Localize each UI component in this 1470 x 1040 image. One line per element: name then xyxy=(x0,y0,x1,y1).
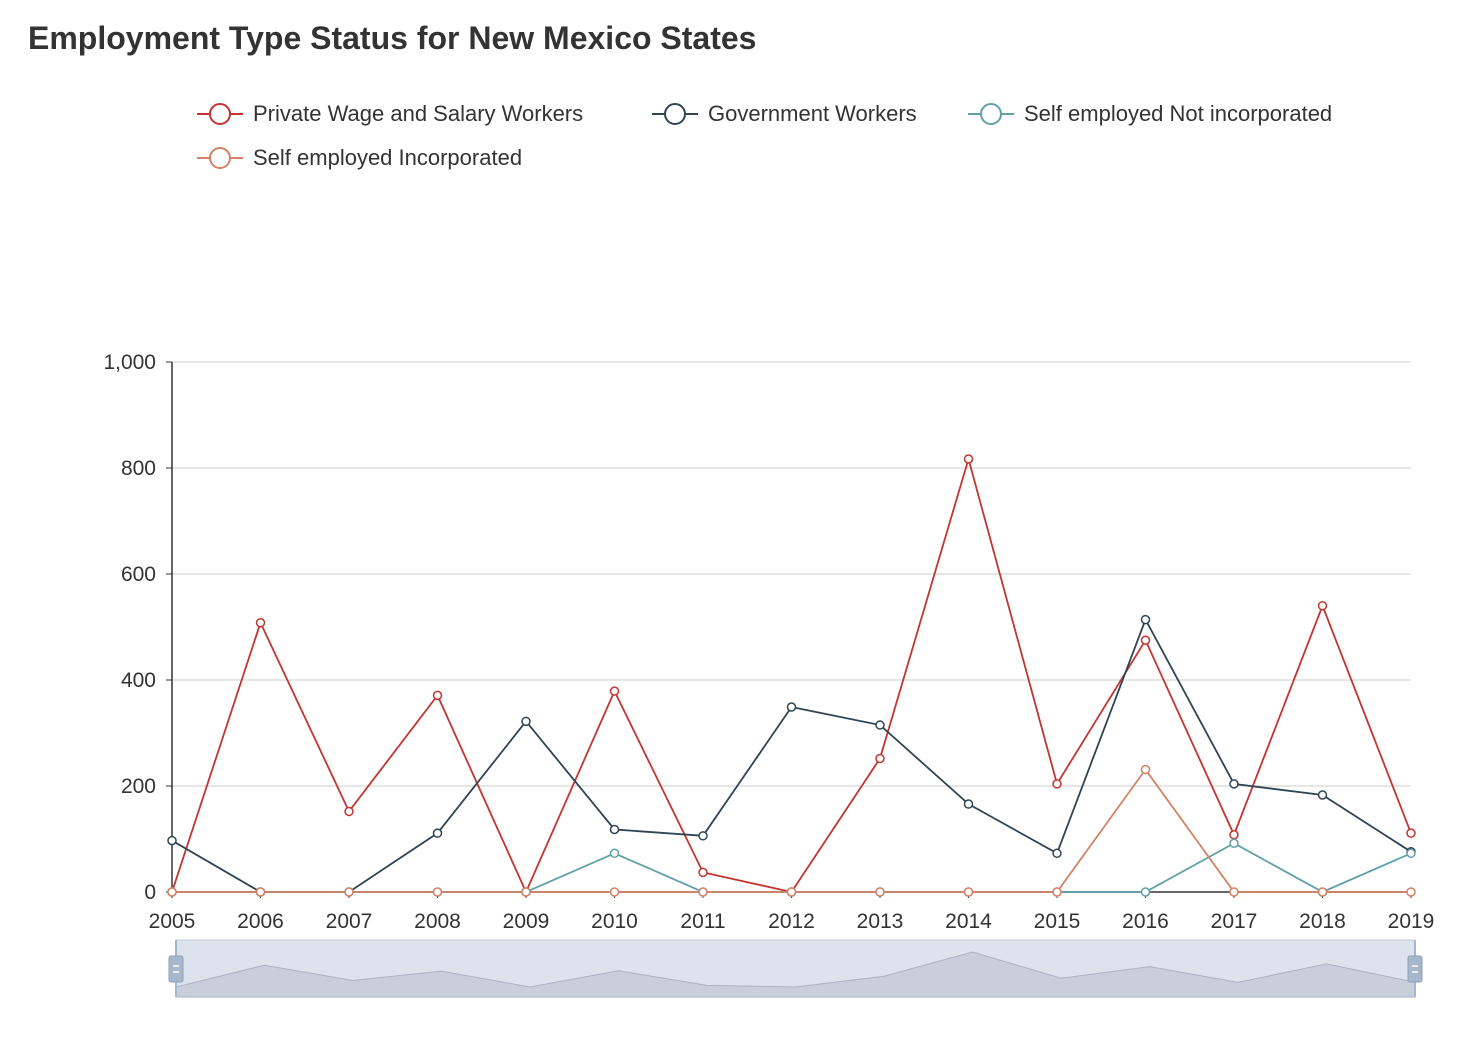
data-point[interactable] xyxy=(344,887,354,897)
legend-item-private-wage[interactable]: Private Wage and Salary Workers xyxy=(195,96,583,132)
chart-title: Employment Type Status for New Mexico St… xyxy=(28,20,757,56)
series-line xyxy=(172,768,1411,893)
slider-handle-right[interactable] xyxy=(1407,955,1423,983)
legend-item-self-not-incorporated[interactable]: Self employed Not incorporated xyxy=(966,96,1332,132)
data-point[interactable] xyxy=(255,887,266,897)
x-tick-label: 2015 xyxy=(1034,910,1081,933)
data-point[interactable] xyxy=(698,887,708,897)
x-tick-label: 2012 xyxy=(768,910,815,933)
data-point[interactable] xyxy=(1406,887,1416,897)
data-point[interactable] xyxy=(609,686,620,696)
data-point[interactable] xyxy=(1052,848,1062,859)
data-point[interactable] xyxy=(1229,887,1239,897)
data-point[interactable] xyxy=(1052,779,1062,789)
legend-label: Self employed Not incorporated xyxy=(1024,101,1333,126)
data-zoom-preview xyxy=(175,951,1416,998)
data-point[interactable] xyxy=(167,835,177,846)
data-point[interactable] xyxy=(1406,828,1416,838)
line-circle-icon xyxy=(197,103,243,125)
data-point[interactable] xyxy=(1229,838,1239,848)
data-point[interactable] xyxy=(963,887,974,897)
data-point[interactable] xyxy=(609,887,620,897)
data-point[interactable] xyxy=(521,716,531,727)
data-point[interactable] xyxy=(1317,887,1328,897)
legend-item-self-incorporated[interactable]: Self employed Incorporated xyxy=(195,140,522,176)
data-point[interactable] xyxy=(609,824,620,835)
x-tick-label: 2008 xyxy=(414,910,461,933)
x-tick-label: 2017 xyxy=(1211,910,1258,933)
data-point[interactable] xyxy=(1317,790,1328,800)
data-point[interactable] xyxy=(1052,887,1062,897)
x-tick-label: 2006 xyxy=(237,910,284,933)
y-tick-label: 400 xyxy=(121,669,156,692)
data-point[interactable] xyxy=(1229,779,1239,789)
data-point[interactable] xyxy=(1140,614,1151,625)
data-point[interactable] xyxy=(344,806,354,817)
line-circle-icon xyxy=(968,103,1014,125)
y-tick-label: 1,000 xyxy=(103,351,156,374)
x-tick-label: 2019 xyxy=(1388,910,1435,933)
data-point[interactable] xyxy=(963,799,974,809)
data-point[interactable] xyxy=(875,720,885,730)
slider-handle-left[interactable] xyxy=(168,955,184,983)
data-point[interactable] xyxy=(786,887,797,897)
data-point[interactable] xyxy=(875,753,885,764)
legend-label: Private Wage and Salary Workers xyxy=(253,101,584,126)
data-point[interactable] xyxy=(432,887,443,897)
y-tick-label: 600 xyxy=(121,563,156,586)
series-line xyxy=(171,455,1412,895)
data-point[interactable] xyxy=(698,831,708,841)
data-point[interactable] xyxy=(875,887,885,897)
data-point[interactable] xyxy=(521,887,531,897)
x-tick-label: 2011 xyxy=(680,910,725,933)
data-point[interactable] xyxy=(698,867,708,878)
data-point[interactable] xyxy=(432,828,443,838)
x-tick-label: 2007 xyxy=(326,910,373,933)
y-tick-label: 0 xyxy=(144,881,156,904)
data-point[interactable] xyxy=(1140,635,1151,645)
x-tick-label: 2010 xyxy=(591,910,638,933)
data-point[interactable] xyxy=(609,848,620,859)
x-tick-label: 2016 xyxy=(1122,910,1169,933)
data-point[interactable] xyxy=(1140,764,1151,775)
data-point[interactable] xyxy=(963,454,974,464)
data-point[interactable] xyxy=(167,887,177,897)
y-tick-label: 200 xyxy=(121,775,156,798)
data-point[interactable] xyxy=(1317,601,1328,611)
legend-label: Self employed Incorporated xyxy=(253,145,523,170)
series-line xyxy=(171,617,1412,893)
data-point[interactable] xyxy=(1140,887,1151,897)
y-tick-label: 800 xyxy=(121,457,156,480)
line-circle-icon xyxy=(197,147,243,169)
x-tick-label: 2018 xyxy=(1299,910,1346,933)
series-line xyxy=(172,842,1412,894)
x-tick-label: 2005 xyxy=(149,910,196,933)
x-tick-label: 2009 xyxy=(503,910,550,933)
data-point[interactable] xyxy=(786,702,797,712)
data-point[interactable] xyxy=(1406,848,1416,859)
data-point[interactable] xyxy=(432,690,443,701)
legend-label: Government Workers xyxy=(708,101,917,126)
line-circle-icon xyxy=(652,103,698,125)
x-tick-label: 2014 xyxy=(945,910,992,933)
legend-item-government[interactable]: Government Workers xyxy=(650,96,917,132)
data-point[interactable] xyxy=(255,618,266,628)
data-point[interactable] xyxy=(1229,830,1239,840)
x-tick-label: 2013 xyxy=(857,910,904,933)
